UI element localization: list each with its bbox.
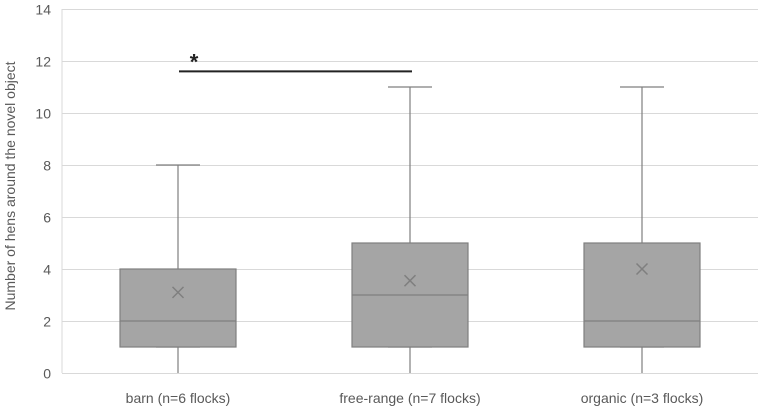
y-tick-label-6: 6 bbox=[43, 210, 51, 226]
significance-label-0: * bbox=[190, 49, 199, 74]
y-tick-label-4: 4 bbox=[43, 262, 51, 278]
x-category-label-2: organic (n=3 flocks) bbox=[581, 390, 704, 406]
y-tick-label-8: 8 bbox=[43, 158, 51, 174]
box-iqr bbox=[583, 242, 701, 348]
x-axis-category-labels: barn (n=6 flocks) free-range (n=7 flocks)… bbox=[126, 390, 704, 406]
y-tick-label-10: 10 bbox=[35, 106, 51, 122]
box-group-0 bbox=[119, 164, 237, 373]
y-axis-tick-labels: 0 2 4 6 8 10 12 14 bbox=[35, 2, 51, 382]
y-tick-label-14: 14 bbox=[35, 2, 51, 18]
x-category-label-0: barn (n=6 flocks) bbox=[126, 390, 231, 406]
y-tick-label-0: 0 bbox=[43, 366, 51, 382]
box-series bbox=[119, 86, 701, 373]
mean-marker-b bbox=[403, 274, 417, 287]
mean-marker-b bbox=[635, 262, 649, 276]
significance-annotation: * bbox=[179, 49, 412, 74]
box-iqr bbox=[119, 268, 237, 348]
x-category-label-1: free-range (n=7 flocks) bbox=[339, 390, 480, 406]
mean-marker-b bbox=[171, 286, 185, 299]
y-axis-title: Number of hens around the novel object bbox=[2, 61, 18, 310]
y-tick-label-12: 12 bbox=[35, 54, 51, 70]
box-group-1 bbox=[351, 86, 469, 373]
box-group-2 bbox=[583, 86, 701, 373]
y-tick-label-2: 2 bbox=[43, 314, 51, 330]
